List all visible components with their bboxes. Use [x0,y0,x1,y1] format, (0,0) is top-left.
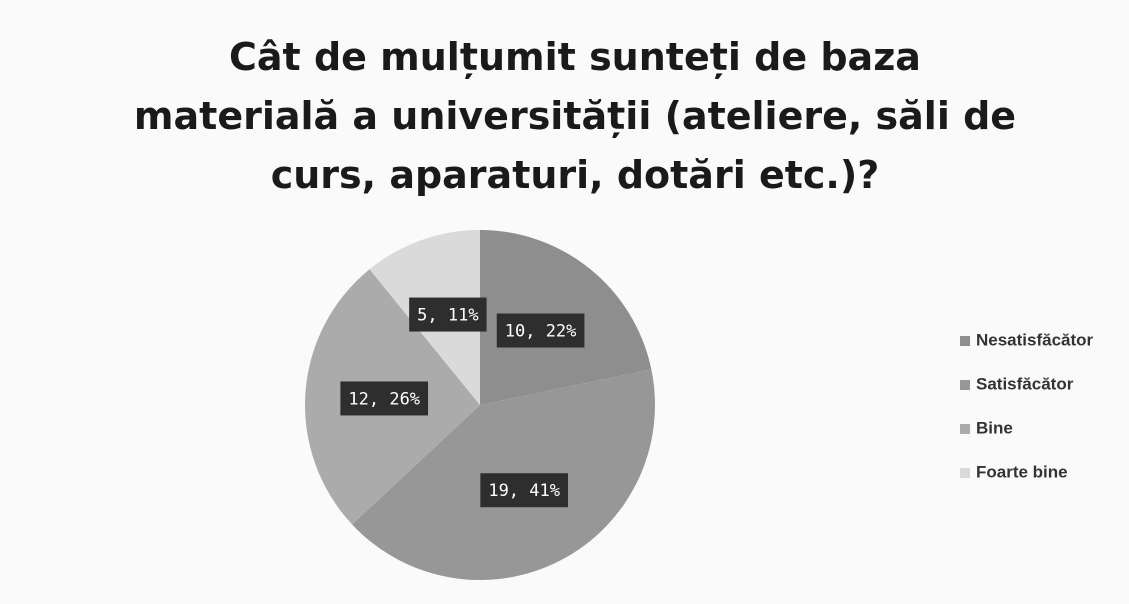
legend-swatch [960,468,970,478]
legend-label: Bine [976,418,1013,437]
chart-title: Cât de mulțumit sunteți de baza material… [133,35,1017,197]
data-label-box [496,313,585,348]
legend-swatch [960,380,970,390]
data-label: 19, 41% [488,481,560,501]
data-label: 5, 11% [417,306,478,326]
legend-swatch [960,424,970,434]
data-label: 12, 26% [348,389,420,409]
data-label-box [340,381,429,416]
legend-label: Satisfăcător [976,374,1074,393]
legend-label: Foarte bine [976,462,1068,481]
data-label-box [480,473,568,508]
data-label-box [409,297,487,332]
data-label: 10, 22% [505,322,577,342]
legend-label: Nesatisfăcător [976,330,1094,349]
legend-swatch [960,336,970,346]
